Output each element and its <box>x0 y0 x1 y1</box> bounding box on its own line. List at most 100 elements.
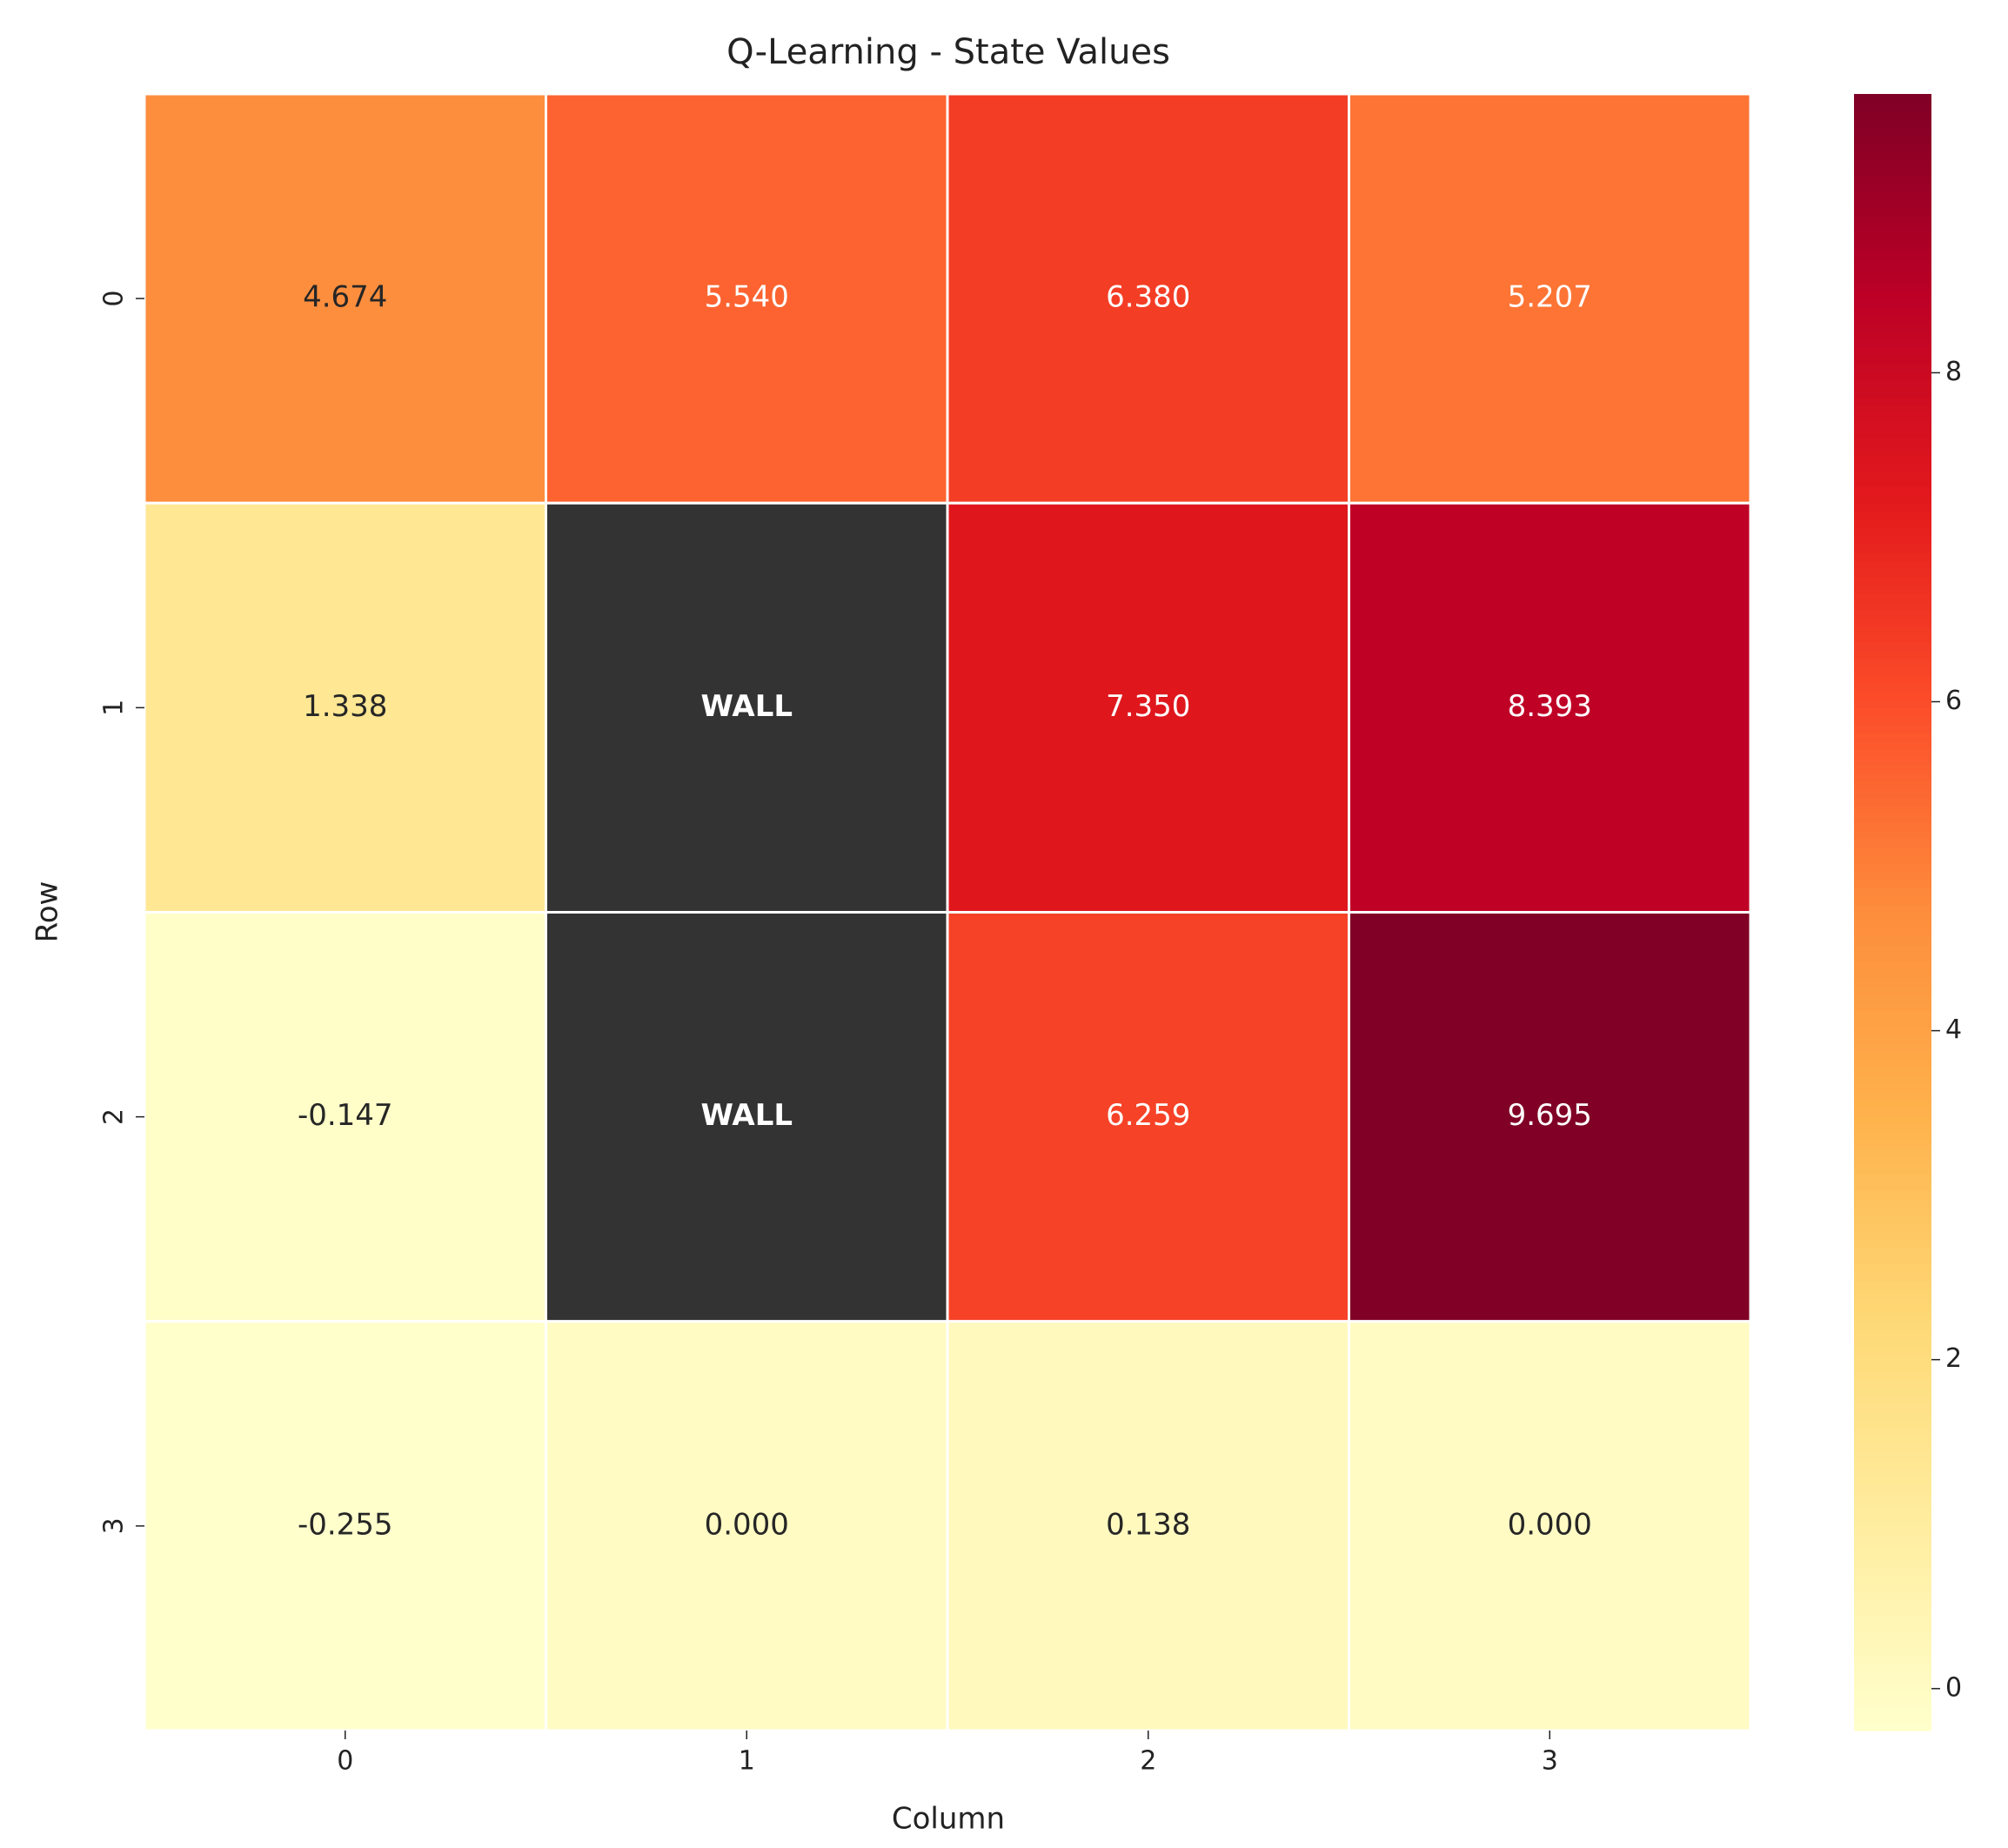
heatmap-cell <box>143 92 547 505</box>
colorbar-segment <box>1854 1329 1931 1339</box>
colorbar-segment <box>1854 707 1931 717</box>
colorbar-segment <box>1854 388 1931 398</box>
colorbar-segment <box>1854 822 1931 832</box>
colorbar-segment <box>1854 847 1931 856</box>
colorbar-segment <box>1854 920 1931 929</box>
colorbar-segment <box>1854 1198 1931 1208</box>
chart-title: Q-Learning - State Values <box>726 32 1170 72</box>
colorbar-segment <box>1854 1681 1931 1691</box>
colorbar-segment <box>1854 765 1931 774</box>
colorbar-segment <box>1854 1272 1931 1282</box>
x-tick-label: 2 <box>1140 1746 1156 1777</box>
colorbar-segment <box>1854 1476 1931 1486</box>
colorbar-segment <box>1854 1289 1931 1298</box>
colorbar-segment <box>1854 151 1931 160</box>
colorbar-segment <box>1854 118 1931 128</box>
colorbar-tick-label: 0 <box>1945 1672 1962 1703</box>
cell-label: 8.393 <box>1508 689 1592 724</box>
colorbar-segment <box>1854 184 1931 193</box>
colorbar-segment <box>1854 273 1931 283</box>
colorbar-segment <box>1854 314 1931 324</box>
colorbar-segment <box>1854 453 1931 463</box>
colorbar-segment <box>1854 626 1931 635</box>
colorbar-segment <box>1854 1157 1931 1167</box>
colorbar-segment <box>1854 355 1931 365</box>
cell-label: WALL <box>700 1098 793 1133</box>
colorbar-segment <box>1854 1215 1931 1224</box>
colorbar-segment <box>1854 519 1931 529</box>
colorbar-segment <box>1854 633 1931 643</box>
colorbar-segment <box>1854 1018 1931 1028</box>
colorbar-segment <box>1854 167 1931 177</box>
colorbar-segment <box>1854 1591 1931 1601</box>
colorbar-segment <box>1854 1108 1931 1118</box>
cell-label: -0.147 <box>298 1098 393 1133</box>
colorbar-segment <box>1854 977 1931 987</box>
colorbar-segment <box>1854 217 1931 226</box>
colorbar-segment <box>1854 1640 1931 1650</box>
colorbar-segment <box>1854 1255 1931 1265</box>
cell-label: 6.380 <box>1106 280 1190 315</box>
colorbar-segment <box>1854 1632 1931 1642</box>
colorbar-segment <box>1854 1001 1931 1011</box>
colorbar-segment <box>1854 176 1931 185</box>
colorbar-segment <box>1854 462 1931 472</box>
cell-label: 5.540 <box>705 280 789 315</box>
colorbar-segment <box>1854 1378 1931 1388</box>
colorbar-segment <box>1854 290 1931 299</box>
heatmap-cell <box>1348 911 1752 1323</box>
colorbar-segment <box>1854 1222 1931 1232</box>
colorbar-segment <box>1854 412 1931 422</box>
colorbar-segment <box>1854 364 1931 373</box>
colorbar-segment <box>1854 789 1931 799</box>
heatmap-cell <box>545 1320 949 1732</box>
colorbar-segment <box>1854 928 1931 938</box>
colorbar-segment <box>1854 887 1931 897</box>
colorbar-segment <box>1854 560 1931 570</box>
colorbar-segment <box>1854 1657 1931 1666</box>
wall-cell <box>545 501 949 914</box>
colorbar-segment <box>1854 479 1931 488</box>
colorbar-segment <box>1854 1607 1931 1617</box>
colorbar-segment <box>1854 748 1931 758</box>
colorbar-segment <box>1854 1542 1931 1551</box>
colorbar-segment <box>1854 1443 1931 1453</box>
cell-label: 7.350 <box>1106 689 1190 724</box>
colorbar-segment <box>1854 1034 1931 1044</box>
colorbar-segment <box>1854 912 1931 921</box>
colorbar-segment <box>1854 241 1931 251</box>
colorbar-segment <box>1854 854 1931 864</box>
colorbar-segment <box>1854 135 1931 144</box>
colorbar-tick-label: 4 <box>1945 1014 1962 1045</box>
cell-label: 4.674 <box>303 280 387 315</box>
colorbar-segment <box>1854 544 1931 553</box>
wall-cell <box>545 911 949 1323</box>
colorbar-segment <box>1854 102 1931 111</box>
x-tick-label: 3 <box>1542 1746 1558 1777</box>
colorbar-segment <box>1854 895 1931 905</box>
colorbar-segment <box>1854 511 1931 520</box>
colorbar-segment <box>1854 1280 1931 1289</box>
colorbar-segment <box>1854 1370 1931 1380</box>
colorbar-segment <box>1854 1469 1931 1478</box>
colorbar-segment <box>1854 1714 1931 1724</box>
colorbar-segment <box>1854 969 1931 979</box>
colorbar-segment <box>1854 953 1931 962</box>
colorbar-segment <box>1854 642 1931 652</box>
colorbar-segment <box>1854 1362 1931 1371</box>
colorbar-segment <box>1854 331 1931 340</box>
colorbar-segment <box>1854 1207 1931 1216</box>
colorbar-segment <box>1854 732 1931 741</box>
colorbar-segment <box>1854 552 1931 561</box>
colorbar-segment <box>1854 781 1931 791</box>
colorbar-segment <box>1854 838 1931 847</box>
colorbar-segment <box>1854 593 1931 602</box>
colorbar-segment <box>1854 1550 1931 1560</box>
colorbar-segment <box>1854 1534 1931 1543</box>
colorbar-segment <box>1854 1116 1931 1126</box>
colorbar-segment <box>1854 282 1931 291</box>
colorbar-segment <box>1854 1084 1931 1094</box>
colorbar-segment <box>1854 110 1931 119</box>
colorbar-segment <box>1854 1428 1931 1437</box>
